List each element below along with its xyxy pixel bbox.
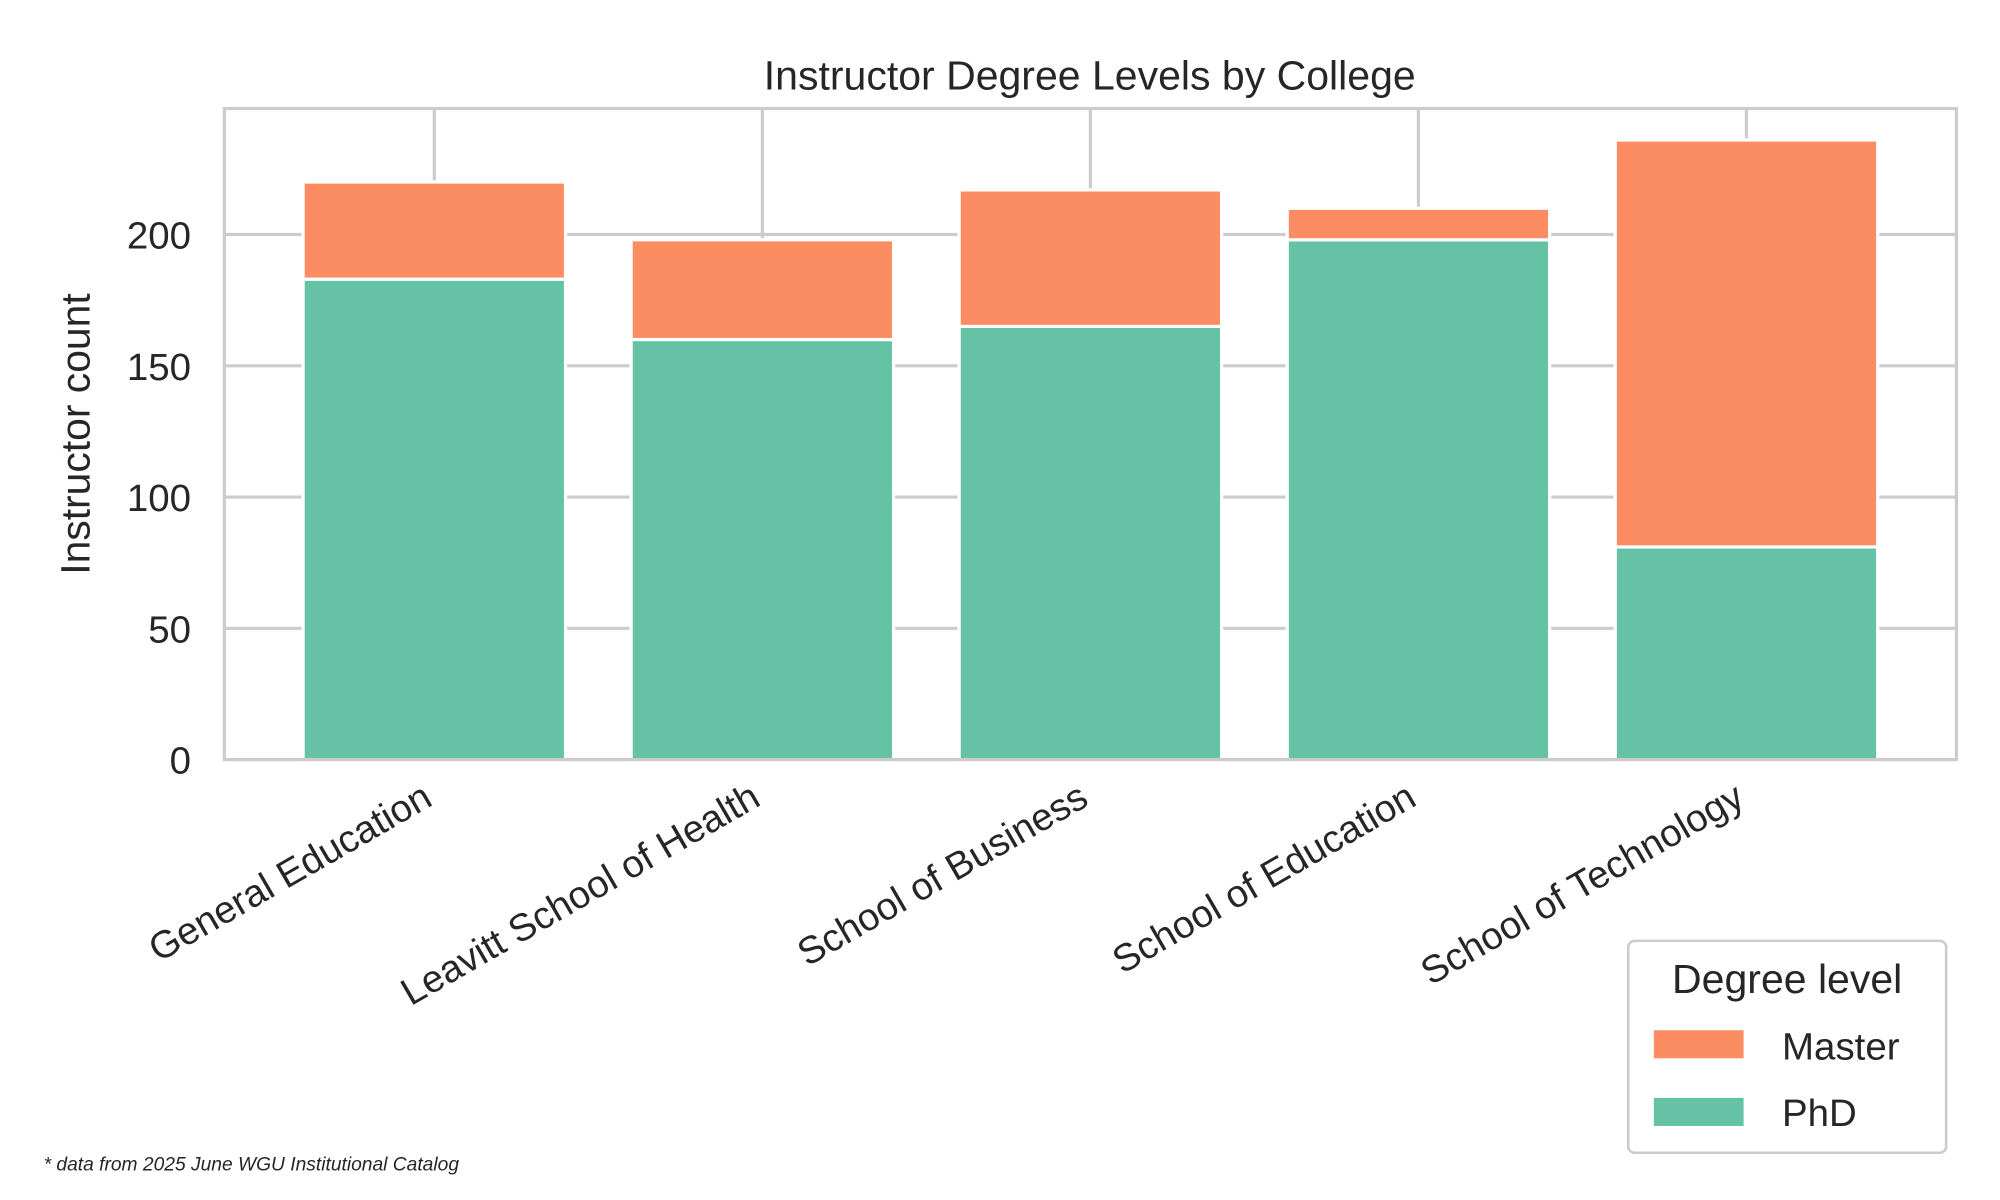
bars — [301, 138, 1880, 762]
x-tick-label: School of Education — [1105, 775, 1423, 982]
x-tick-label: School of Business — [790, 775, 1095, 975]
bar-master-4 — [1613, 138, 1880, 549]
legend-title: Degree level — [1672, 956, 1902, 1002]
x-tick-label: Leavitt School of Health — [394, 775, 767, 1014]
legend-swatch-master — [1653, 1030, 1744, 1059]
y-tick-label: 200 — [127, 215, 191, 258]
bar-phd-2 — [957, 324, 1224, 762]
bar-phd-1 — [629, 337, 896, 762]
y-tick-label: 50 — [148, 608, 191, 651]
bar-phd-0 — [301, 277, 568, 762]
chart-title: Instructor Degree Levels by College — [764, 52, 1416, 98]
legend-label-master: Master — [1782, 1026, 1900, 1069]
legend: Degree level Master PhD — [1626, 939, 1948, 1155]
y-tick-label: 0 — [170, 740, 191, 783]
y-tick-label: 100 — [127, 477, 191, 520]
bar-master-0 — [301, 180, 568, 281]
legend-swatch-phd — [1653, 1097, 1744, 1126]
x-tick-label: General Education — [142, 775, 439, 971]
y-tick-label: 150 — [127, 346, 191, 389]
bar-phd-4 — [1613, 545, 1880, 762]
plot-frame — [222, 106, 1959, 762]
legend-label-phd: PhD — [1782, 1092, 1857, 1135]
y-ticks: 0 50 100 150 200 — [127, 215, 191, 783]
bar-master-2 — [957, 188, 1224, 329]
footnote: * data from 2025 June WGU Institutional … — [44, 1155, 460, 1176]
bar-phd-3 — [1285, 238, 1552, 762]
bar-master-1 — [629, 238, 896, 342]
y-axis-label: Instructor count — [53, 293, 99, 575]
bar-master-3 — [1285, 206, 1552, 242]
